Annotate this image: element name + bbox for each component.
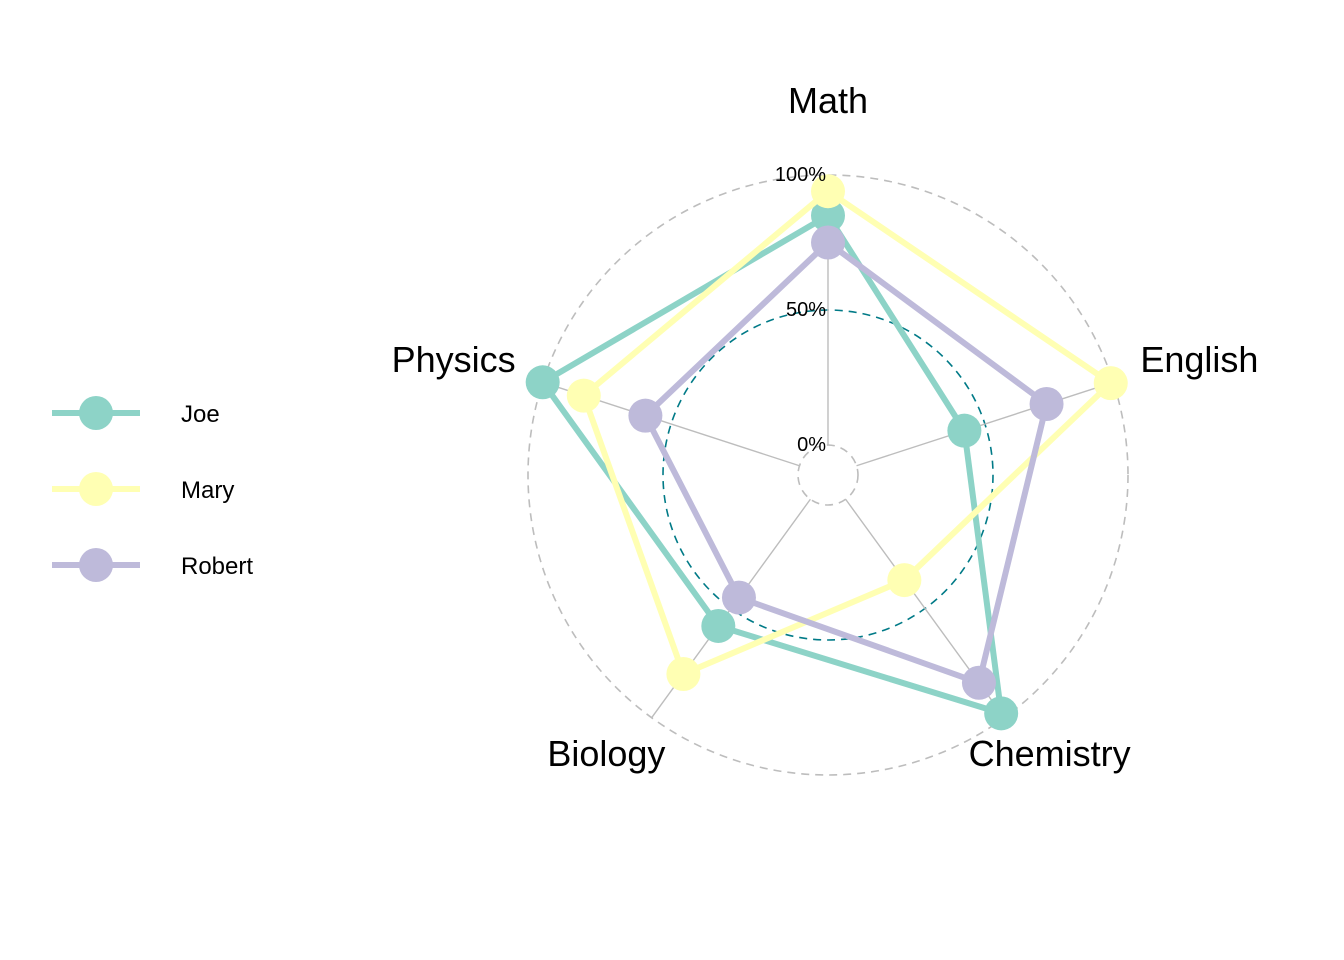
axis-label-chemistry: Chemistry [969,733,1131,774]
series-robert [628,225,1064,700]
grid-labels: 0% 50% 100% [775,164,826,456]
axis-label-math: Math [788,80,868,121]
data-point-mary-chemistry [887,563,922,598]
axis-labels: Math English Chemistry Biology Physics [392,80,1259,774]
legend: Joe Mary Robert [52,396,253,582]
data-point-joe-math [811,198,845,233]
data-point-robert-english [1029,386,1064,421]
data-point-mary-biology [666,657,701,692]
series-line-robert [642,239,1050,686]
data-point-robert-math [811,225,845,260]
data-point-mary-physics [566,378,601,413]
data-point-robert-physics [628,398,663,433]
legend-label-joe: Joe [181,401,220,428]
axis-label-physics: Physics [392,339,516,380]
axis-label-english: English [1140,339,1258,380]
legend-label-robert: Robert [181,553,253,580]
series-line-mary [580,188,1114,677]
data-point-mary-english [1093,366,1128,401]
grid-circle-max [527,174,1129,776]
legend-item-mary: Mary [52,472,234,506]
series-mary [566,174,1128,692]
data-point-joe-chemistry [984,696,1019,731]
data-point-joe-biology [701,608,736,643]
data-point-mary-math [811,174,845,209]
radar-series [525,174,1128,731]
legend-label-mary: Mary [181,477,234,504]
legend-marker-mary [79,472,113,506]
data-point-joe-physics [525,365,560,400]
series-joe [525,198,1019,731]
spoke-english [856,381,1114,467]
grid-label-50: 50% [786,299,826,321]
legend-item-joe: Joe [52,396,220,430]
series-line-joe [539,212,1005,717]
axis-label-biology: Biology [547,733,665,774]
grid-label-100: 100% [775,164,826,186]
data-point-robert-chemistry [961,665,996,700]
legend-marker-joe [79,396,113,430]
legend-marker-robert [79,548,113,582]
data-point-joe-english [947,413,982,448]
data-point-robert-biology [721,580,756,615]
legend-item-robert: Robert [52,548,253,582]
grid-label-0: 0% [797,434,826,456]
radar-grid [527,174,1129,776]
